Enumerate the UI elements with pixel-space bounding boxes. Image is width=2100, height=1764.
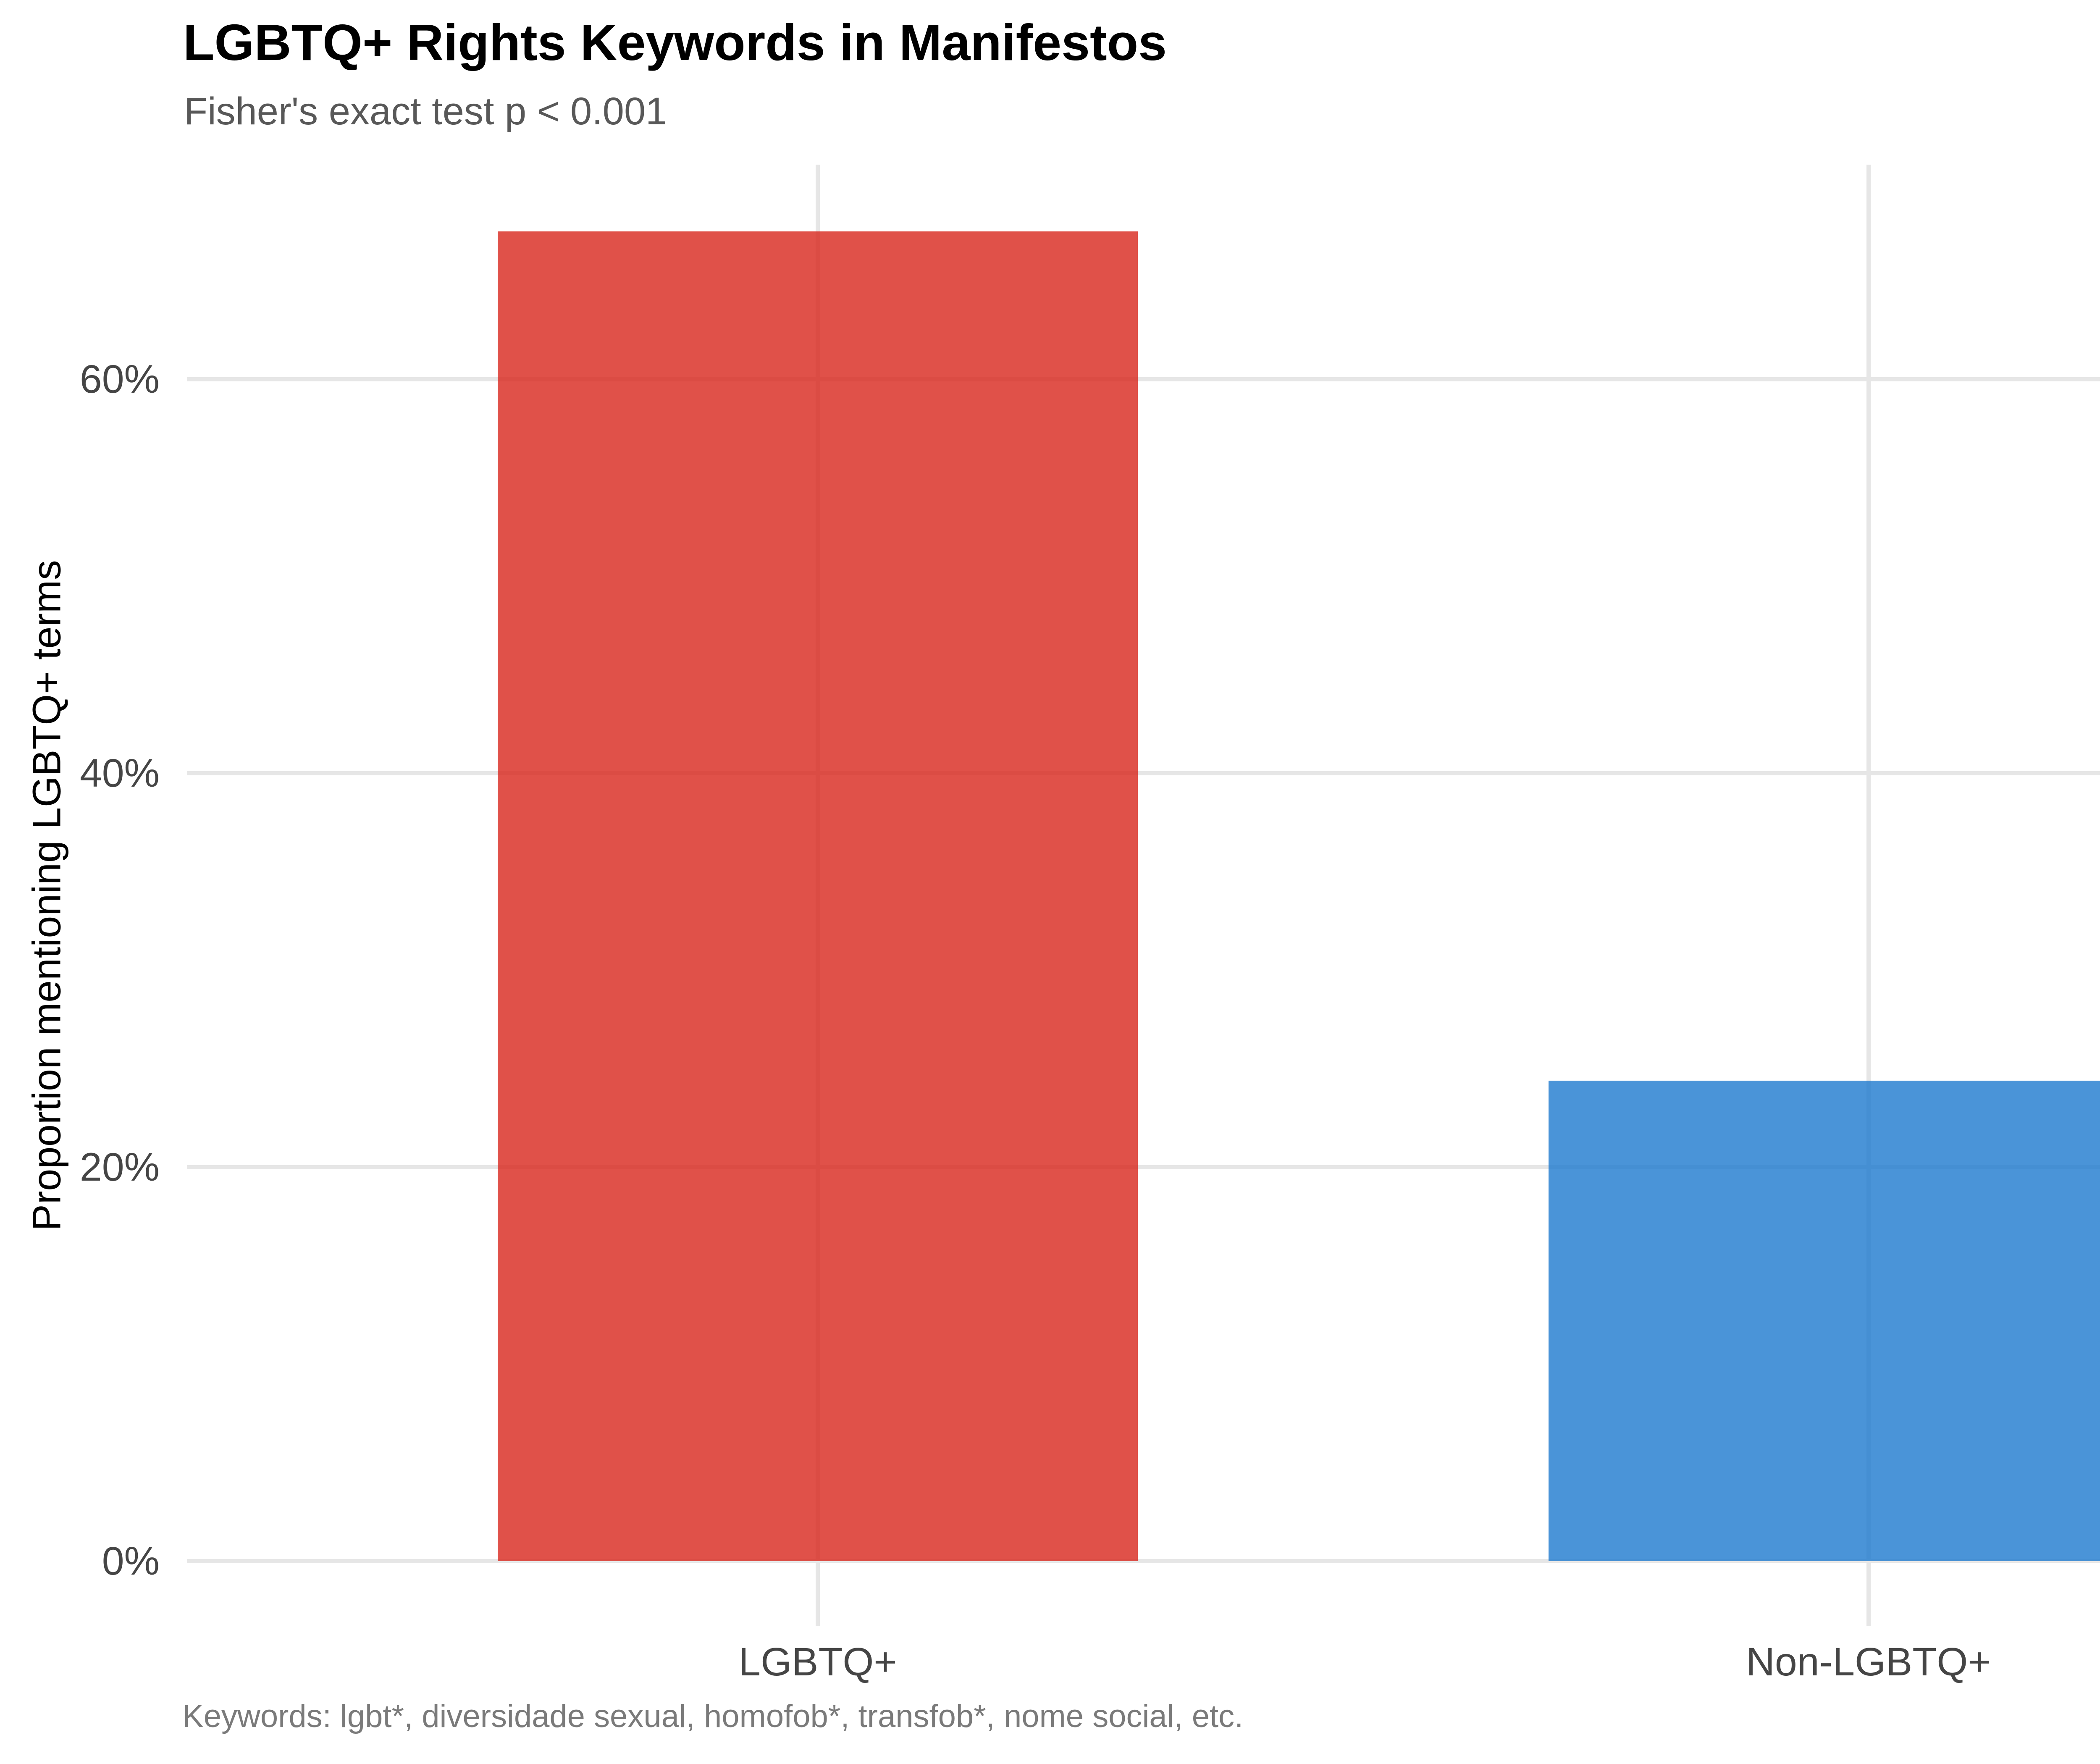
y-tick-label: 60% [79, 357, 160, 402]
y-tick-label: 40% [79, 751, 160, 795]
h-gridline [187, 377, 2100, 381]
h-gridline [187, 1165, 2100, 1169]
bar-lgbtq- [498, 231, 1138, 1561]
y-tick-label: 0% [102, 1539, 160, 1583]
y-tick-label: 20% [79, 1145, 160, 1189]
x-tick-label: LGBTQ+ [738, 1640, 897, 1684]
chart-caption: Keywords: lgbt*, diversidade sexual, hom… [182, 1698, 1244, 1734]
h-gridline [187, 1559, 2100, 1563]
chart-title: LGBTQ+ Rights Keywords in Manifestos [183, 14, 1167, 71]
v-gridline [1866, 165, 1871, 1626]
x-tick-label: Non-LGBTQ+ [1746, 1640, 1991, 1684]
y-axis-title: Proportion mentioning LGBTQ+ terms [24, 560, 69, 1231]
h-gridline [187, 771, 2100, 775]
chart-subtitle: Fisher's exact test p < 0.001 [184, 90, 667, 133]
bar-non-lgbtq- [1549, 1080, 2100, 1561]
plot-panel [187, 165, 2100, 1626]
